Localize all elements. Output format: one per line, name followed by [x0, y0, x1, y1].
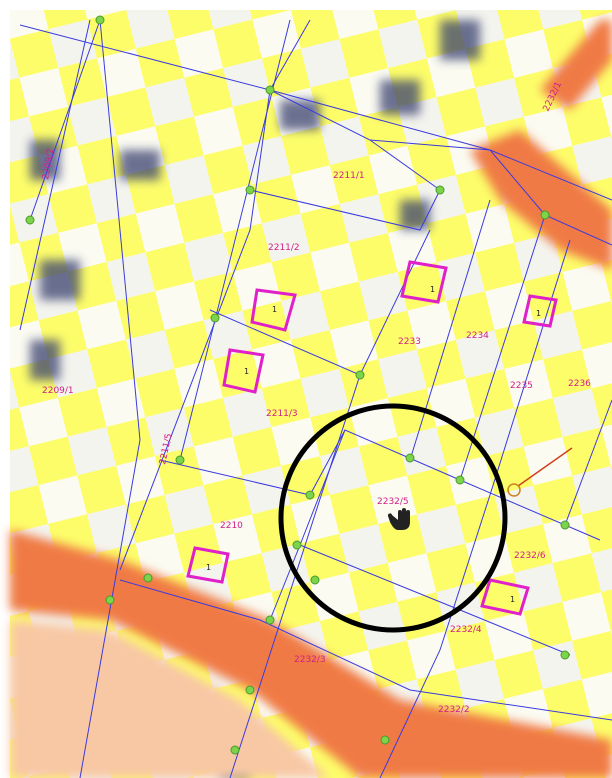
building-label: 1: [510, 595, 515, 604]
parcel-label: 2211/1: [333, 171, 365, 181]
parcel-label: 2232/5: [377, 497, 409, 507]
parcel-label: 2211/3: [266, 409, 298, 419]
building-label: 1: [272, 305, 277, 314]
buildings: [186, 260, 558, 616]
building-label: 1: [244, 367, 249, 376]
building-label: 1: [430, 285, 435, 294]
building-label: 1: [206, 563, 211, 572]
parcel-label: 2211/2: [268, 243, 300, 253]
selection-circle: [278, 403, 508, 633]
parcel-label: 2209/1: [42, 386, 74, 396]
parcel-label: 2232/3: [294, 655, 326, 665]
parcel-label: 2235: [510, 381, 533, 391]
parcel-label: 2236: [568, 379, 591, 389]
parcel-label: 2234: [466, 331, 489, 341]
building-label: 1: [536, 309, 541, 318]
parcel-label: 2232/4: [450, 625, 482, 635]
parcel-labels: 2209/2 2211/1 2211/2 2233 2234 2235 2236…: [41, 80, 591, 715]
annotation: [507, 447, 573, 497]
hand-cursor[interactable]: [387, 508, 410, 530]
parcel-label: 2232/2: [438, 705, 470, 715]
parcel-label: 2210: [220, 521, 243, 531]
vertices: [25, 15, 570, 755]
parcel-label: 2232/6: [514, 551, 546, 561]
parcel-label: 2233: [398, 337, 421, 347]
building-labels: 1 1 1 1 1 1: [206, 285, 541, 604]
